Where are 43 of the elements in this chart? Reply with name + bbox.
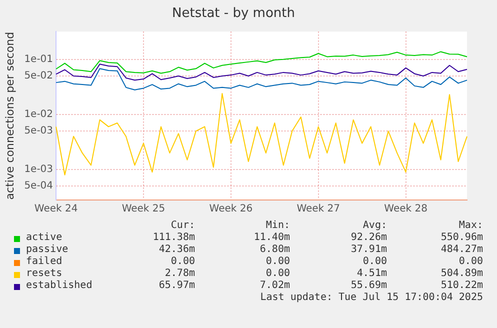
- legend-label: active: [26, 232, 62, 243]
- text: 37.91m: [350, 244, 387, 255]
- x-tick-label: Week 25: [122, 204, 166, 215]
- text: 504.89m: [440, 268, 483, 279]
- x-tick-label: Week 28: [384, 204, 428, 215]
- y-tick-label: 5e-02: [24, 70, 54, 82]
- y-tick-label: 1e-01: [24, 54, 54, 66]
- text: 11.40m: [254, 232, 290, 243]
- text: 4.51m: [356, 268, 387, 279]
- text: Max:: [458, 220, 483, 231]
- y-tick-label: 5e-04: [24, 180, 54, 192]
- text: Last update: Tue Jul 15 17:00:04 2025: [260, 292, 483, 303]
- text: 510.22m: [440, 280, 483, 291]
- x-tick-label: Week 24: [34, 204, 78, 215]
- text: 484.27m: [440, 244, 483, 255]
- text: 550.96m: [440, 232, 483, 243]
- text: 55.69m: [350, 280, 387, 291]
- text: 0.00: [266, 268, 290, 279]
- legend-label: resets: [26, 268, 62, 279]
- text: 111.38m: [152, 232, 195, 243]
- y-axis-title: active connections per second: [3, 32, 16, 200]
- text: Avg:: [362, 220, 387, 231]
- text: 0.00: [266, 256, 290, 267]
- text: 42.36m: [158, 244, 195, 255]
- text: 2.78m: [164, 268, 195, 279]
- y-tick-label: 5e-03: [24, 126, 54, 137]
- text: 6.80m: [260, 244, 290, 255]
- text: 92.26m: [350, 232, 387, 243]
- text: Min:: [266, 220, 290, 231]
- text: 0.00: [458, 256, 483, 267]
- chart-title: Netstat - by month: [172, 6, 295, 22]
- legend-label: passive: [26, 244, 68, 255]
- text: 0.00: [170, 256, 195, 267]
- text: Cur:: [170, 220, 195, 231]
- legend-label: established: [26, 280, 92, 291]
- x-tick-label: Week 26: [209, 204, 253, 215]
- text: 65.97m: [158, 280, 195, 291]
- text: 7.02m: [260, 280, 290, 291]
- x-tick-label: Week 27: [296, 204, 340, 215]
- y-tick-label: 1e-02: [24, 109, 54, 120]
- text: 0.00: [362, 256, 387, 267]
- legend-label: failed: [26, 256, 62, 267]
- y-tick-label: 1e-03: [24, 164, 54, 176]
